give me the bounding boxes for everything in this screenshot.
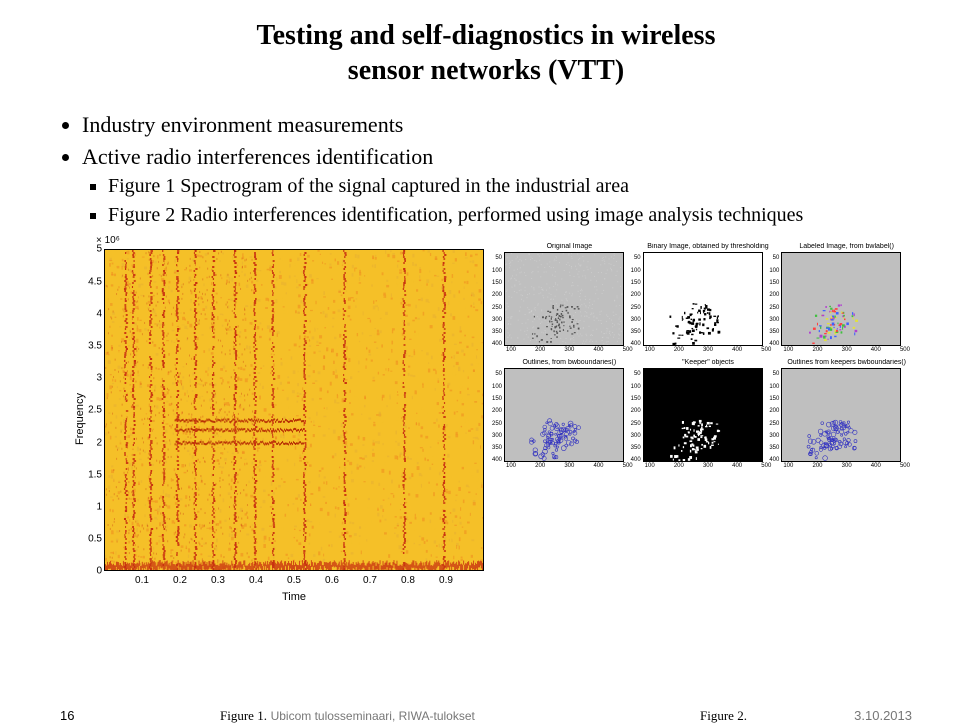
figure-1-label: Figure 1.	[220, 708, 267, 723]
panel-4: Outlines, from bwboundaries()50100150200…	[504, 359, 635, 469]
panel-6: Outlines from keepers bwboundaries()5010…	[781, 359, 912, 469]
panel-title: Binary Image, obtained by thresholding	[643, 243, 774, 250]
panel-3: Labeled Image, from bwlabel()50100150200…	[781, 243, 912, 353]
page-number: 16	[60, 708, 74, 723]
figure-2-label: Figure 2.	[700, 708, 747, 724]
panel-2: Binary Image, obtained by thresholding50…	[643, 243, 774, 353]
panel-title: "Keeper" objects	[643, 359, 774, 366]
footer-center: Ubicom tulosseminaari, RIWA-tulokset	[271, 709, 475, 723]
panel-title: Original Image	[504, 243, 635, 250]
panel-title: Labeled Image, from bwlabel()	[781, 243, 912, 250]
x-ticks: 0.10.20.30.40.50.60.70.80.9	[104, 575, 484, 589]
title-line-1: Testing and self-diagnostics in wireless	[257, 20, 716, 51]
bullet-2: Active radio interferences identificatio…	[82, 142, 912, 230]
panel-title: Outlines from keepers bwboundaries()	[781, 359, 912, 366]
y-ticks: 00.511.522.533.544.55	[78, 249, 102, 571]
footer-date: 3.10.2013	[854, 708, 912, 723]
panel-title: Outlines, from bwboundaries()	[504, 359, 635, 366]
x-axis-label: Time	[104, 591, 484, 603]
spectrogram-plot	[104, 249, 484, 571]
bullet-1: Industry environment measurements	[82, 110, 912, 140]
sub-bullet-1: Figure 1 Spectrogram of the signal captu…	[108, 173, 912, 200]
panel-1: Original Image50100150200250300350400100…	[504, 243, 635, 353]
title-line-2: sensor networks (VTT)	[348, 55, 624, 86]
page-title: Testing and self-diagnostics in wireless…	[60, 18, 912, 88]
figure-1-spectrogram: × 10⁶ Frequency 00.511.522.533.544.55 0.…	[60, 239, 490, 599]
figure-2-panels: Original Image50100150200250300350400100…	[504, 239, 912, 469]
sub-bullet-2: Figure 2 Radio interferences identificat…	[108, 202, 912, 229]
bullet-list: Industry environment measurements Active…	[64, 110, 912, 229]
panel-5: "Keeper" objects501001502002503003504001…	[643, 359, 774, 469]
